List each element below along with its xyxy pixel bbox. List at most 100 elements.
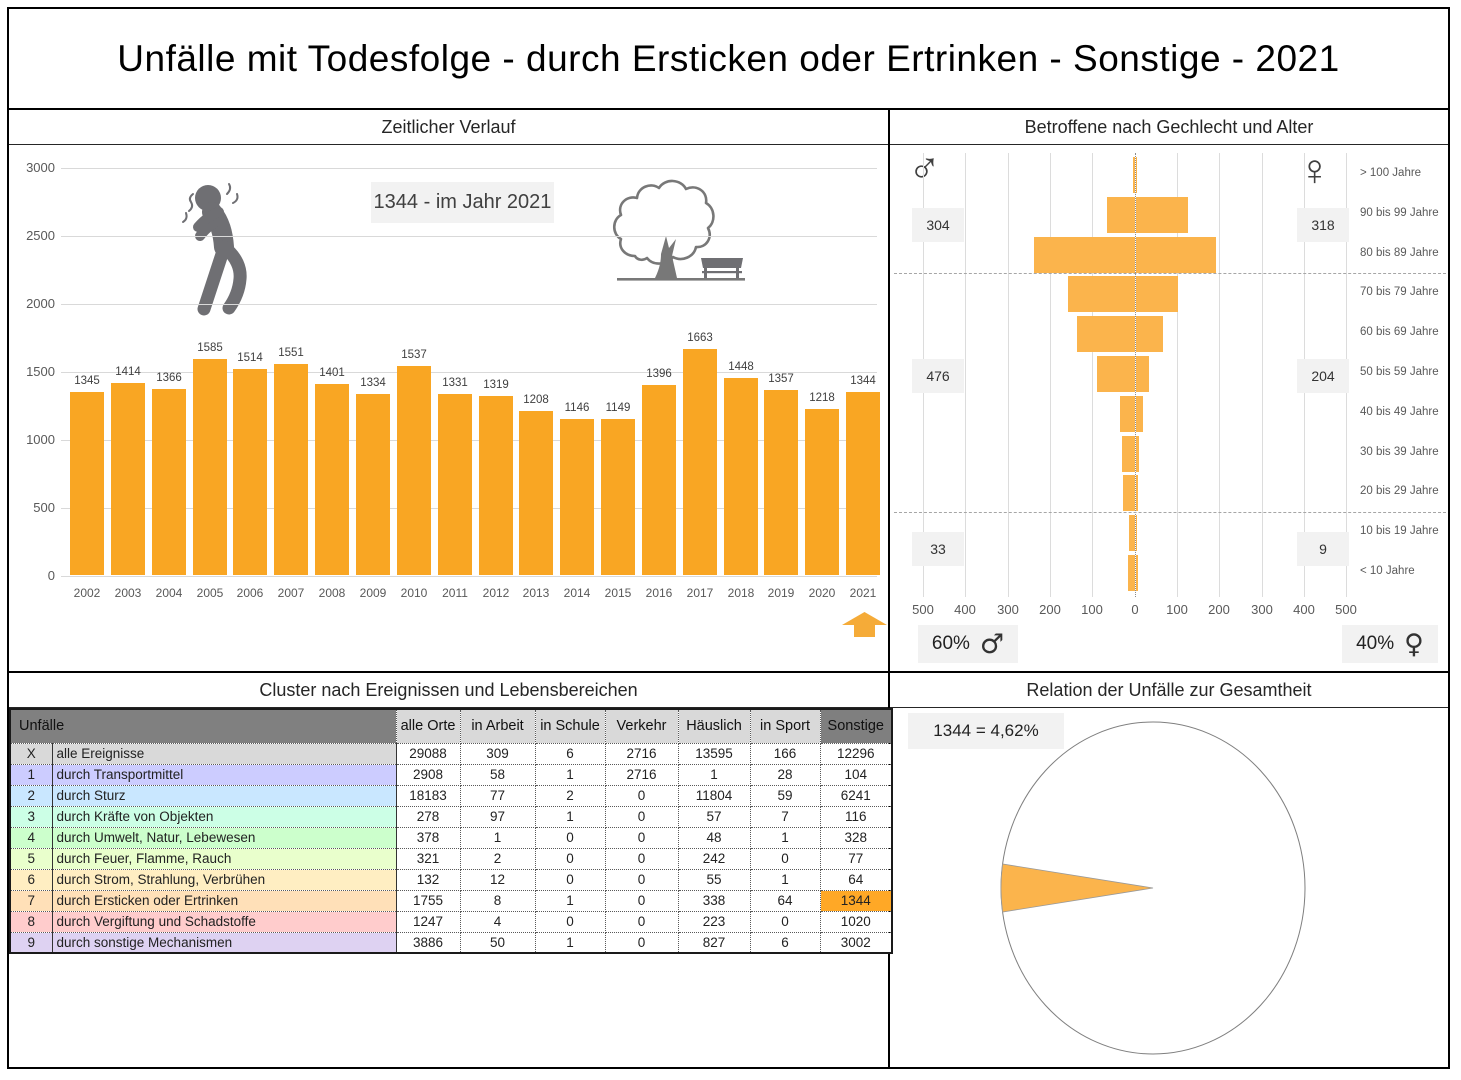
value-cell[interactable]: 0 bbox=[604, 805, 679, 828]
table-column-header-sonstige[interactable]: Sonstige bbox=[819, 708, 893, 744]
value-cell[interactable]: 58 bbox=[459, 763, 536, 786]
value-cell[interactable]: 223 bbox=[677, 910, 751, 933]
row-label-cell[interactable]: durch Sturz bbox=[51, 784, 397, 807]
value-cell[interactable]: 0 bbox=[534, 910, 606, 933]
value-cell[interactable]: 1755 bbox=[395, 889, 461, 912]
value-cell[interactable]: 1 bbox=[749, 868, 821, 891]
value-cell[interactable]: 0 bbox=[604, 868, 679, 891]
row-label-cell[interactable]: alle Ereignisse bbox=[51, 742, 397, 765]
value-cell[interactable]: 278 bbox=[395, 805, 461, 828]
row-label-cell[interactable]: durch Transportmittel bbox=[51, 763, 397, 786]
row-label-cell[interactable]: durch Vergiftung und Schadstoffe bbox=[51, 910, 397, 933]
value-cell[interactable]: 77 bbox=[459, 784, 536, 807]
value-cell[interactable]: 77 bbox=[819, 847, 893, 870]
table-corner-header[interactable]: Unfälle bbox=[9, 708, 397, 744]
value-cell[interactable]: 64 bbox=[819, 868, 893, 891]
value-cell[interactable]: 97 bbox=[459, 805, 536, 828]
value-cell[interactable]: 12296 bbox=[819, 742, 893, 765]
value-cell[interactable]: 1 bbox=[534, 931, 606, 954]
value-cell[interactable]: 6241 bbox=[819, 784, 893, 807]
value-cell[interactable]: 6 bbox=[749, 931, 821, 954]
value-cell[interactable]: 309 bbox=[459, 742, 536, 765]
value-cell[interactable]: 166 bbox=[749, 742, 821, 765]
value-cell[interactable]: 2908 bbox=[395, 763, 461, 786]
value-cell[interactable]: 1 bbox=[459, 826, 536, 849]
row-id-cell[interactable]: 6 bbox=[9, 868, 53, 891]
table-column-header-verkehr[interactable]: Verkehr bbox=[604, 708, 679, 744]
value-cell[interactable]: 2 bbox=[459, 847, 536, 870]
value-cell[interactable]: 3886 bbox=[395, 931, 461, 954]
value-cell[interactable]: 1 bbox=[534, 805, 606, 828]
value-cell[interactable]: 55 bbox=[677, 868, 751, 891]
row-id-cell[interactable]: 8 bbox=[9, 910, 53, 933]
value-cell[interactable]: 0 bbox=[604, 826, 679, 849]
value-cell[interactable]: 0 bbox=[534, 826, 606, 849]
value-cell[interactable]: 4 bbox=[459, 910, 536, 933]
value-cell[interactable]: 6 bbox=[534, 742, 606, 765]
row-id-cell[interactable]: 7 bbox=[9, 889, 53, 912]
value-cell[interactable]: 116 bbox=[819, 805, 893, 828]
value-cell[interactable]: 132 bbox=[395, 868, 461, 891]
value-cell[interactable]: 0 bbox=[604, 931, 679, 954]
value-cell[interactable]: 3002 bbox=[819, 931, 893, 954]
row-id-cell[interactable]: 5 bbox=[9, 847, 53, 870]
row-label-cell[interactable]: durch Ersticken oder Ertrinken bbox=[51, 889, 397, 912]
table-column-header-alle-orte[interactable]: alle Orte bbox=[395, 708, 461, 744]
value-cell[interactable]: 0 bbox=[604, 784, 679, 807]
row-id-cell[interactable]: 9 bbox=[9, 931, 53, 954]
value-cell[interactable]: 0 bbox=[534, 868, 606, 891]
value-cell[interactable]: 0 bbox=[604, 910, 679, 933]
value-cell[interactable]: 29088 bbox=[395, 742, 461, 765]
value-cell[interactable]: 1 bbox=[749, 826, 821, 849]
row-label-cell[interactable]: durch sonstige Mechanismen bbox=[51, 931, 397, 954]
table-column-header-in-arbeit[interactable]: in Arbeit bbox=[459, 708, 536, 744]
row-id-cell[interactable]: 4 bbox=[9, 826, 53, 849]
value-cell[interactable]: 11804 bbox=[677, 784, 751, 807]
value-cell[interactable]: 338 bbox=[677, 889, 751, 912]
value-cell[interactable]: 57 bbox=[677, 805, 751, 828]
table-column-header-in-sport[interactable]: in Sport bbox=[749, 708, 821, 744]
value-cell[interactable]: 378 bbox=[395, 826, 461, 849]
row-id-cell[interactable]: 2 bbox=[9, 784, 53, 807]
value-cell[interactable]: 1 bbox=[677, 763, 751, 786]
value-cell[interactable]: 827 bbox=[677, 931, 751, 954]
value-cell[interactable]: 0 bbox=[749, 910, 821, 933]
row-id-cell[interactable]: 3 bbox=[9, 805, 53, 828]
value-cell[interactable]: 2716 bbox=[604, 742, 679, 765]
value-cell[interactable]: 7 bbox=[749, 805, 821, 828]
value-cell[interactable]: 2 bbox=[534, 784, 606, 807]
value-cell[interactable]: 1 bbox=[534, 889, 606, 912]
value-cell[interactable]: 1020 bbox=[819, 910, 893, 933]
value-cell[interactable]: 13595 bbox=[677, 742, 751, 765]
value-cell[interactable]: 242 bbox=[677, 847, 751, 870]
value-cell[interactable]: 1 bbox=[534, 763, 606, 786]
value-cell[interactable]: 59 bbox=[749, 784, 821, 807]
row-id-cell[interactable]: 1 bbox=[9, 763, 53, 786]
value-cell[interactable]: 1344 bbox=[819, 889, 893, 912]
row-label-cell[interactable]: durch Kräfte von Objekten bbox=[51, 805, 397, 828]
value-cell[interactable]: 321 bbox=[395, 847, 461, 870]
value-cell[interactable]: 50 bbox=[459, 931, 536, 954]
row-label-cell[interactable]: durch Strom, Strahlung, Verbrühen bbox=[51, 868, 397, 891]
value-cell[interactable]: 0 bbox=[604, 847, 679, 870]
value-cell[interactable]: 8 bbox=[459, 889, 536, 912]
value-cell[interactable]: 12 bbox=[459, 868, 536, 891]
row-label-cell[interactable]: durch Feuer, Flamme, Rauch bbox=[51, 847, 397, 870]
value-cell[interactable]: 48 bbox=[677, 826, 751, 849]
value-cell[interactable]: 104 bbox=[819, 763, 893, 786]
value-cell[interactable]: 64 bbox=[749, 889, 821, 912]
pyramid-axis-tick: 500 bbox=[912, 602, 934, 617]
value-cell[interactable]: 28 bbox=[749, 763, 821, 786]
value-cell[interactable]: 1247 bbox=[395, 910, 461, 933]
value-cell[interactable]: 0 bbox=[604, 889, 679, 912]
value-cell[interactable]: 328 bbox=[819, 826, 893, 849]
pyramid-age-label: 90 bis 99 Jahre bbox=[1360, 207, 1439, 219]
value-cell[interactable]: 18183 bbox=[395, 784, 461, 807]
row-label-cell[interactable]: durch Umwelt, Natur, Lebewesen bbox=[51, 826, 397, 849]
value-cell[interactable]: 0 bbox=[534, 847, 606, 870]
table-column-header-h-uslich[interactable]: Häuslich bbox=[677, 708, 751, 744]
value-cell[interactable]: 0 bbox=[749, 847, 821, 870]
table-column-header-in-schule[interactable]: in Schule bbox=[534, 708, 606, 744]
row-id-cell[interactable]: X bbox=[9, 742, 53, 765]
value-cell[interactable]: 2716 bbox=[604, 763, 679, 786]
